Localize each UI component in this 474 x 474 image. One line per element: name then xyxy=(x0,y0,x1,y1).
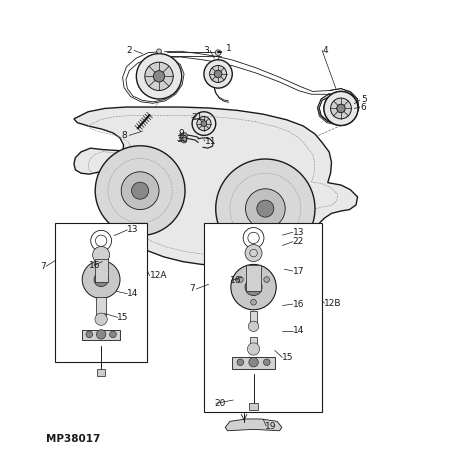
Circle shape xyxy=(192,112,216,136)
Text: 17: 17 xyxy=(293,266,304,275)
Text: 3: 3 xyxy=(203,46,209,55)
Circle shape xyxy=(237,277,243,283)
Circle shape xyxy=(95,313,107,325)
Circle shape xyxy=(109,331,116,337)
Circle shape xyxy=(201,121,207,127)
Bar xyxy=(232,357,275,369)
Text: 10: 10 xyxy=(176,135,188,144)
Text: 6: 6 xyxy=(361,102,366,111)
Circle shape xyxy=(82,261,120,299)
Text: 12B: 12B xyxy=(324,299,342,308)
Bar xyxy=(96,298,106,317)
Circle shape xyxy=(257,200,274,217)
Circle shape xyxy=(248,321,259,331)
Text: 8: 8 xyxy=(122,131,128,140)
Bar xyxy=(250,311,257,325)
Text: 15: 15 xyxy=(117,313,128,322)
Circle shape xyxy=(324,91,358,126)
Circle shape xyxy=(337,105,345,112)
Bar xyxy=(55,223,147,362)
Text: 14: 14 xyxy=(128,289,139,298)
Circle shape xyxy=(231,264,276,310)
Circle shape xyxy=(264,359,270,365)
Circle shape xyxy=(331,99,350,118)
Polygon shape xyxy=(225,419,282,431)
Text: 11: 11 xyxy=(205,137,216,146)
Circle shape xyxy=(92,246,109,264)
Text: 2: 2 xyxy=(127,46,132,55)
Polygon shape xyxy=(74,107,357,265)
Bar xyxy=(94,259,108,282)
Text: 16: 16 xyxy=(293,300,304,309)
Circle shape xyxy=(137,54,182,99)
Text: 9: 9 xyxy=(178,129,183,138)
Bar xyxy=(250,337,257,347)
Circle shape xyxy=(121,172,159,210)
Bar xyxy=(204,223,322,412)
Text: 14: 14 xyxy=(293,326,304,335)
Text: 4: 4 xyxy=(322,46,328,55)
Circle shape xyxy=(245,245,262,262)
Text: 20: 20 xyxy=(214,399,226,408)
Circle shape xyxy=(210,65,227,82)
Circle shape xyxy=(197,117,211,131)
Circle shape xyxy=(216,159,315,258)
Bar xyxy=(97,369,105,376)
Text: 12A: 12A xyxy=(150,271,167,280)
Circle shape xyxy=(181,133,187,139)
Text: 19: 19 xyxy=(265,421,277,430)
Text: 7: 7 xyxy=(40,262,46,271)
Text: MP38017: MP38017 xyxy=(46,434,100,444)
Circle shape xyxy=(249,357,258,367)
Circle shape xyxy=(214,70,222,78)
Circle shape xyxy=(251,300,256,305)
Bar xyxy=(249,403,258,410)
Circle shape xyxy=(156,49,161,54)
Circle shape xyxy=(204,60,232,88)
Circle shape xyxy=(154,71,164,82)
Circle shape xyxy=(246,189,285,228)
Text: 15: 15 xyxy=(282,353,293,362)
Text: 21: 21 xyxy=(191,113,203,122)
Circle shape xyxy=(86,331,92,337)
Circle shape xyxy=(96,329,106,339)
Circle shape xyxy=(95,146,185,236)
Text: 13: 13 xyxy=(128,226,139,235)
Circle shape xyxy=(237,359,244,365)
Text: 13: 13 xyxy=(293,228,304,237)
Bar xyxy=(246,265,261,291)
Circle shape xyxy=(94,273,108,287)
Bar xyxy=(82,329,120,340)
Text: 16: 16 xyxy=(89,261,100,270)
Circle shape xyxy=(324,91,358,126)
Text: 5: 5 xyxy=(361,95,366,104)
Circle shape xyxy=(215,50,221,55)
Circle shape xyxy=(181,137,187,143)
Circle shape xyxy=(337,104,345,113)
Circle shape xyxy=(132,182,149,199)
Text: 7: 7 xyxy=(190,284,195,293)
Text: 22: 22 xyxy=(293,237,304,246)
Circle shape xyxy=(145,62,173,91)
Text: 16: 16 xyxy=(230,276,241,285)
Text: 1: 1 xyxy=(226,45,231,54)
Circle shape xyxy=(264,277,270,283)
Circle shape xyxy=(330,98,351,119)
Circle shape xyxy=(247,343,260,355)
Circle shape xyxy=(245,279,262,296)
